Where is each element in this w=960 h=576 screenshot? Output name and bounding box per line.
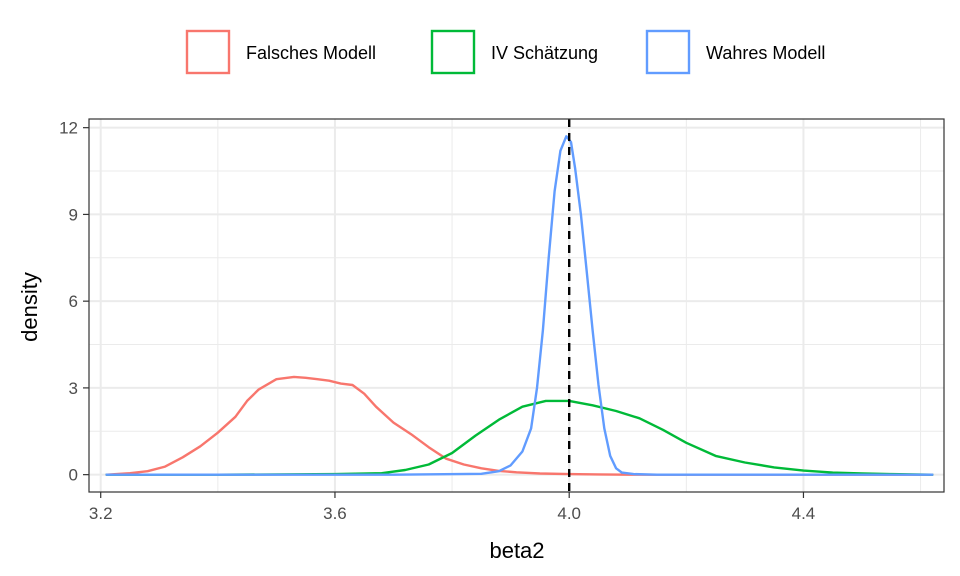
y-tick-label: 6 bbox=[69, 292, 78, 311]
legend-key bbox=[645, 29, 691, 75]
panel-border bbox=[88, 118, 945, 493]
x-tick-label: 4.0 bbox=[557, 504, 581, 523]
legend-label: Wahres Modell bbox=[706, 43, 825, 63]
y-tick-label: 0 bbox=[69, 466, 78, 485]
panel-background bbox=[89, 119, 944, 492]
y-tick-label: 9 bbox=[69, 205, 78, 224]
y-tick-label: 12 bbox=[59, 119, 78, 138]
y-axis-title: density bbox=[17, 272, 42, 342]
y-tick-label: 3 bbox=[69, 379, 78, 398]
plot-panel bbox=[88, 118, 945, 493]
legend-key bbox=[430, 29, 476, 75]
density-line-falsches-modell bbox=[105, 375, 934, 476]
x-axis-title: beta2 bbox=[489, 538, 544, 563]
legend: Falsches Modell IV Schätzung Wahres Modell bbox=[185, 29, 825, 75]
x-tick-label: 3.2 bbox=[89, 504, 113, 523]
legend-label: IV Schätzung bbox=[491, 43, 598, 63]
density-line-iv-sch-tzung bbox=[105, 399, 934, 476]
x-tick-label: 4.4 bbox=[792, 504, 816, 523]
legend-key bbox=[185, 29, 231, 75]
axes: 3.2 3.6 4.0 4.4 0 3 6 9 12 bbox=[59, 119, 815, 523]
x-tick-label: 3.6 bbox=[323, 504, 347, 523]
legend-label: Falsches Modell bbox=[246, 43, 376, 63]
